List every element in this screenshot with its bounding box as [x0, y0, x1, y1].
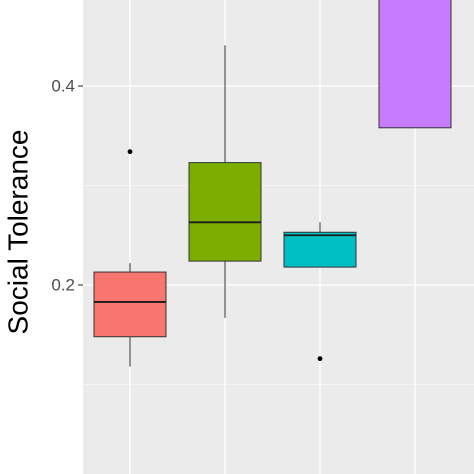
box-group — [188, 45, 262, 318]
box-group — [93, 149, 167, 367]
box-series — [93, 0, 452, 367]
box-group — [283, 222, 357, 362]
outlier-point — [317, 356, 323, 362]
y-tick-label-0.2: 0.2 — [51, 276, 75, 295]
y-axis: 0.2 0.4 — [51, 77, 83, 295]
y-axis-title: Social Tolerance — [3, 130, 34, 335]
y-tick-label-0.4: 0.4 — [51, 77, 75, 96]
box-group — [378, 0, 452, 129]
box-iqr — [283, 231, 357, 268]
outlier-point — [127, 149, 133, 155]
box-iqr — [188, 162, 262, 262]
box-iqr — [93, 271, 167, 338]
box-iqr — [378, 0, 452, 129]
